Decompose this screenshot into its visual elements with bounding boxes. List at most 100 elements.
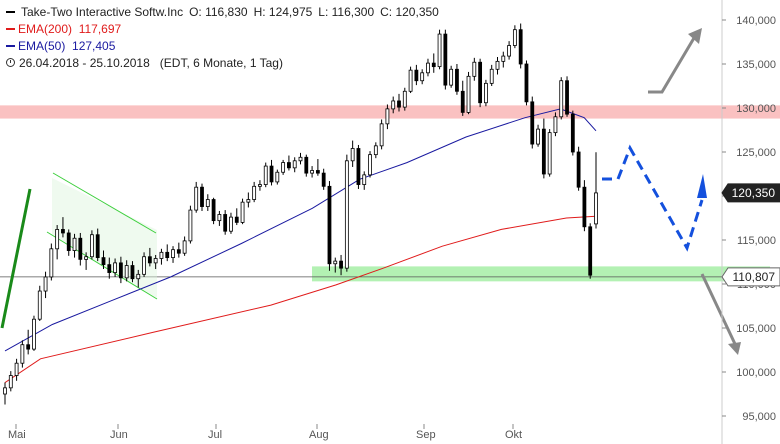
candle-body [570, 113, 575, 153]
candle-body [281, 162, 286, 173]
price-tag: 110,807 [721, 267, 780, 287]
candle [443, 29, 448, 90]
candle [333, 257, 338, 273]
candle-body [55, 229, 60, 250]
candle [530, 96, 535, 149]
candle [240, 198, 245, 225]
candle-body [437, 33, 442, 68]
candle-body [547, 132, 552, 175]
candle-body [310, 170, 314, 174]
candle [84, 252, 89, 270]
candle [321, 168, 326, 190]
candle [576, 146, 581, 191]
candle-body [565, 80, 569, 115]
ema200-line [4, 215, 597, 384]
candle-body [431, 62, 436, 68]
candle [101, 250, 106, 270]
candle-body [408, 69, 413, 92]
x-tick-label: Aug [309, 429, 329, 441]
candle-body [518, 29, 523, 65]
candle-body [350, 148, 355, 162]
candle-body [269, 165, 274, 183]
candle-body [524, 63, 529, 103]
legend-open: O: 116,830 [189, 5, 248, 19]
candle [478, 58, 483, 108]
candle [49, 243, 54, 281]
legend-ohlc-row: Take-Two Interactive Softw.Inc O: 116,830… [6, 4, 445, 21]
candle [368, 151, 372, 178]
legend-ema200-label: EMA(200) [18, 22, 73, 36]
candle [379, 119, 384, 150]
price-tag-box [721, 183, 780, 203]
candle [455, 64, 459, 95]
candle-body [414, 69, 419, 82]
candle-body [536, 128, 540, 145]
candle-body [339, 260, 343, 269]
candle-body [512, 29, 517, 46]
legend-ema50-row: EMA(50) 127,405 [6, 38, 445, 55]
x-tick-label: Sep [416, 429, 436, 441]
candle-body [582, 186, 587, 228]
candle-body [194, 186, 199, 211]
candle [559, 77, 564, 120]
y-tick-label: 105,000 [736, 323, 776, 335]
zones-layer [0, 105, 780, 282]
candle-body [304, 156, 309, 174]
candle-body [20, 344, 25, 364]
candle-body [321, 172, 326, 187]
candle [582, 180, 587, 232]
candle [258, 180, 262, 191]
candle [391, 96, 396, 114]
trend-channel [46, 172, 158, 300]
candle [344, 154, 349, 272]
price-tag: 120,350 [721, 183, 780, 203]
candle-body [391, 100, 396, 110]
candle [26, 329, 31, 355]
candle [414, 64, 419, 86]
candle [95, 228, 100, 262]
candle-body [263, 165, 268, 185]
candle [72, 233, 77, 258]
x-axis: Mai Jun Jul Aug Sep Okt [8, 424, 522, 441]
candle [362, 171, 367, 190]
candle [165, 244, 170, 262]
candle [223, 210, 228, 235]
candle-body [426, 62, 430, 74]
x-tick-label: Jul [208, 429, 222, 441]
candle-body [541, 128, 546, 175]
candle-body [385, 108, 390, 125]
candle [130, 261, 135, 283]
candle [431, 53, 436, 73]
candle-body [240, 201, 245, 223]
candle [460, 80, 465, 116]
candle-body [298, 156, 303, 162]
candle [518, 23, 523, 69]
candle [298, 152, 303, 165]
candle [350, 140, 355, 167]
candle-body [159, 251, 164, 259]
candle-body [559, 80, 564, 118]
candle [147, 247, 152, 267]
candle-body [460, 90, 465, 113]
candle-body [449, 68, 454, 86]
candle-body [84, 256, 89, 260]
candle-body [292, 160, 297, 169]
candle-body [118, 262, 123, 279]
candle [449, 65, 454, 88]
candle [118, 256, 123, 284]
candle [211, 197, 216, 225]
forecast-arrowhead [697, 174, 707, 198]
candle-body [130, 265, 135, 280]
candle [182, 236, 187, 256]
green-uptrend-line [0, 188, 32, 329]
candle [142, 252, 146, 277]
candle [90, 230, 94, 260]
candle-body [368, 154, 372, 176]
legend-close: C: 120,350 [380, 5, 439, 19]
candle [205, 194, 210, 211]
candle-body [37, 290, 42, 320]
candle [501, 51, 506, 68]
candle [171, 246, 175, 263]
candle-body [507, 45, 511, 57]
candle-body [275, 171, 280, 183]
